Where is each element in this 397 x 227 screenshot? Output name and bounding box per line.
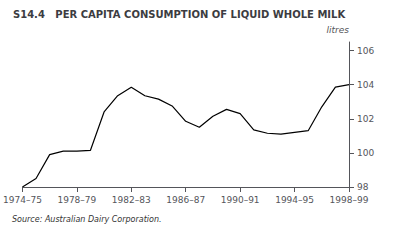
svg-text:98: 98	[357, 182, 369, 192]
svg-text:S14.4 PER CAPITA CONSUMPTION: S14.4 PER CAPITA CONSUMPTION OF LIQUID W…	[13, 9, 346, 20]
svg-text:1986–87: 1986–87	[166, 195, 205, 205]
svg-text:Source: Australian Dairy Corpo: Source: Australian Dairy Corporation.	[12, 215, 162, 224]
svg-text:104: 104	[357, 80, 374, 90]
svg-text:106: 106	[357, 46, 374, 56]
svg-text:1994–95: 1994–95	[275, 195, 314, 205]
svg-text:1998–99: 1998–99	[330, 195, 369, 205]
svg-text:1982–83: 1982–83	[112, 195, 151, 205]
svg-text:100: 100	[357, 148, 374, 158]
svg-text:1974–75: 1974–75	[3, 195, 42, 205]
svg-text:litres: litres	[327, 25, 350, 35]
svg-text:102: 102	[357, 114, 374, 124]
svg-text:1990–91: 1990–91	[221, 195, 260, 205]
svg-text:1978–79: 1978–79	[57, 195, 96, 205]
